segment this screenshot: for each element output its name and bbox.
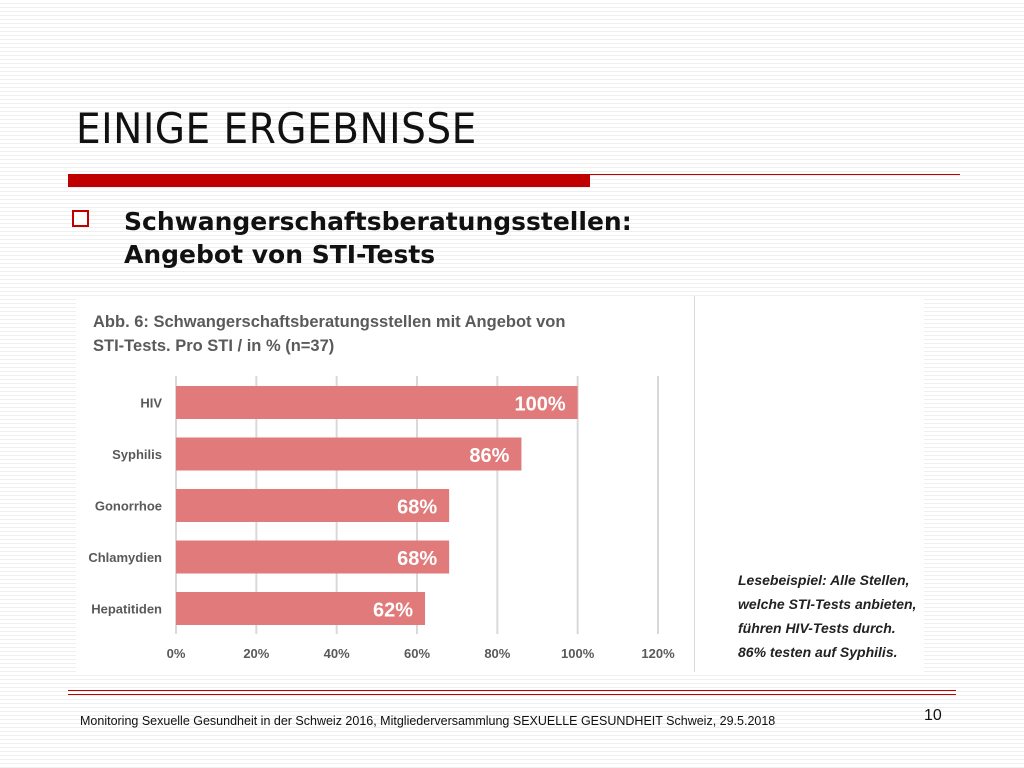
footer-citation: Monitoring Sexuelle Gesundheit in der Sc…: [80, 714, 776, 728]
reading-example-line: 86% testen auf Syphilis.: [738, 644, 898, 660]
x-tick-label: 0%: [167, 646, 186, 661]
chart-title: Abb. 6: Schwangerschaftsberatungsstellen…: [93, 310, 613, 358]
bullet-line-1: Schwangerschaftsberatungsstellen:: [124, 207, 632, 236]
x-tick-label: 40%: [324, 646, 350, 661]
data-label: 62%: [373, 600, 413, 622]
bar-hiv: [176, 386, 578, 419]
category-label: Gonorrhoe: [95, 499, 162, 514]
x-tick-label: 60%: [404, 646, 430, 661]
slide-title: EINIGE ERGEBNISSE: [76, 104, 477, 153]
bullet-text: Schwangerschaftsberatungsstellen: Angebo…: [124, 205, 824, 271]
category-label: Syphilis: [112, 447, 162, 462]
data-label: 68%: [397, 497, 437, 519]
panel-divider: [694, 296, 695, 672]
category-label: Chlamydien: [88, 550, 162, 565]
chart-title-line-2: STI-Tests. Pro STI / in % (n=37): [93, 337, 335, 355]
bar-chlamydien: [176, 540, 450, 574]
reading-example-line: führen HIV-Tests durch.: [738, 620, 896, 636]
reading-example-note: Lesebeispiel: Alle Stellen, welche STI-Te…: [738, 568, 928, 664]
title-underline-bar: [68, 174, 590, 187]
bar-chart: 0% 20% 40% 60% 80% 100% 120% HIV 100% Syphilis 86%…: [88, 376, 675, 661]
x-tick-label: 80%: [484, 646, 510, 661]
x-tick-label: 20%: [243, 646, 269, 661]
footer-line-bottom: [68, 694, 956, 695]
category-label: Hepatitiden: [91, 602, 162, 617]
x-tick-label: 120%: [641, 646, 675, 661]
bar-syphilis: [176, 437, 522, 471]
chart-title-line-1: Abb. 6: Schwangerschaftsberatungsstellen…: [93, 313, 566, 331]
bar-hepatitiden: [176, 592, 426, 625]
reading-example-line: welche STI-Tests anbieten,: [738, 596, 917, 612]
footer-line-top: [68, 690, 956, 691]
data-label: 100%: [515, 394, 566, 416]
bar-gonorrhoe: [176, 489, 450, 522]
reading-example-line: Lesebeispiel: Alle Stellen,: [738, 572, 910, 588]
data-label: 86%: [469, 445, 509, 467]
x-tick-label: 100%: [561, 646, 595, 661]
title-underline-thin: [590, 174, 960, 175]
bullet-line-2: Angebot von STI-Tests: [124, 240, 436, 269]
page-number: 10: [924, 707, 942, 724]
category-label: HIV: [140, 396, 162, 411]
chart-panel: Abb. 6: Schwangerschaftsberatungsstellen…: [76, 296, 924, 672]
data-label: 68%: [397, 548, 437, 570]
bullet-square-icon: [72, 210, 89, 227]
